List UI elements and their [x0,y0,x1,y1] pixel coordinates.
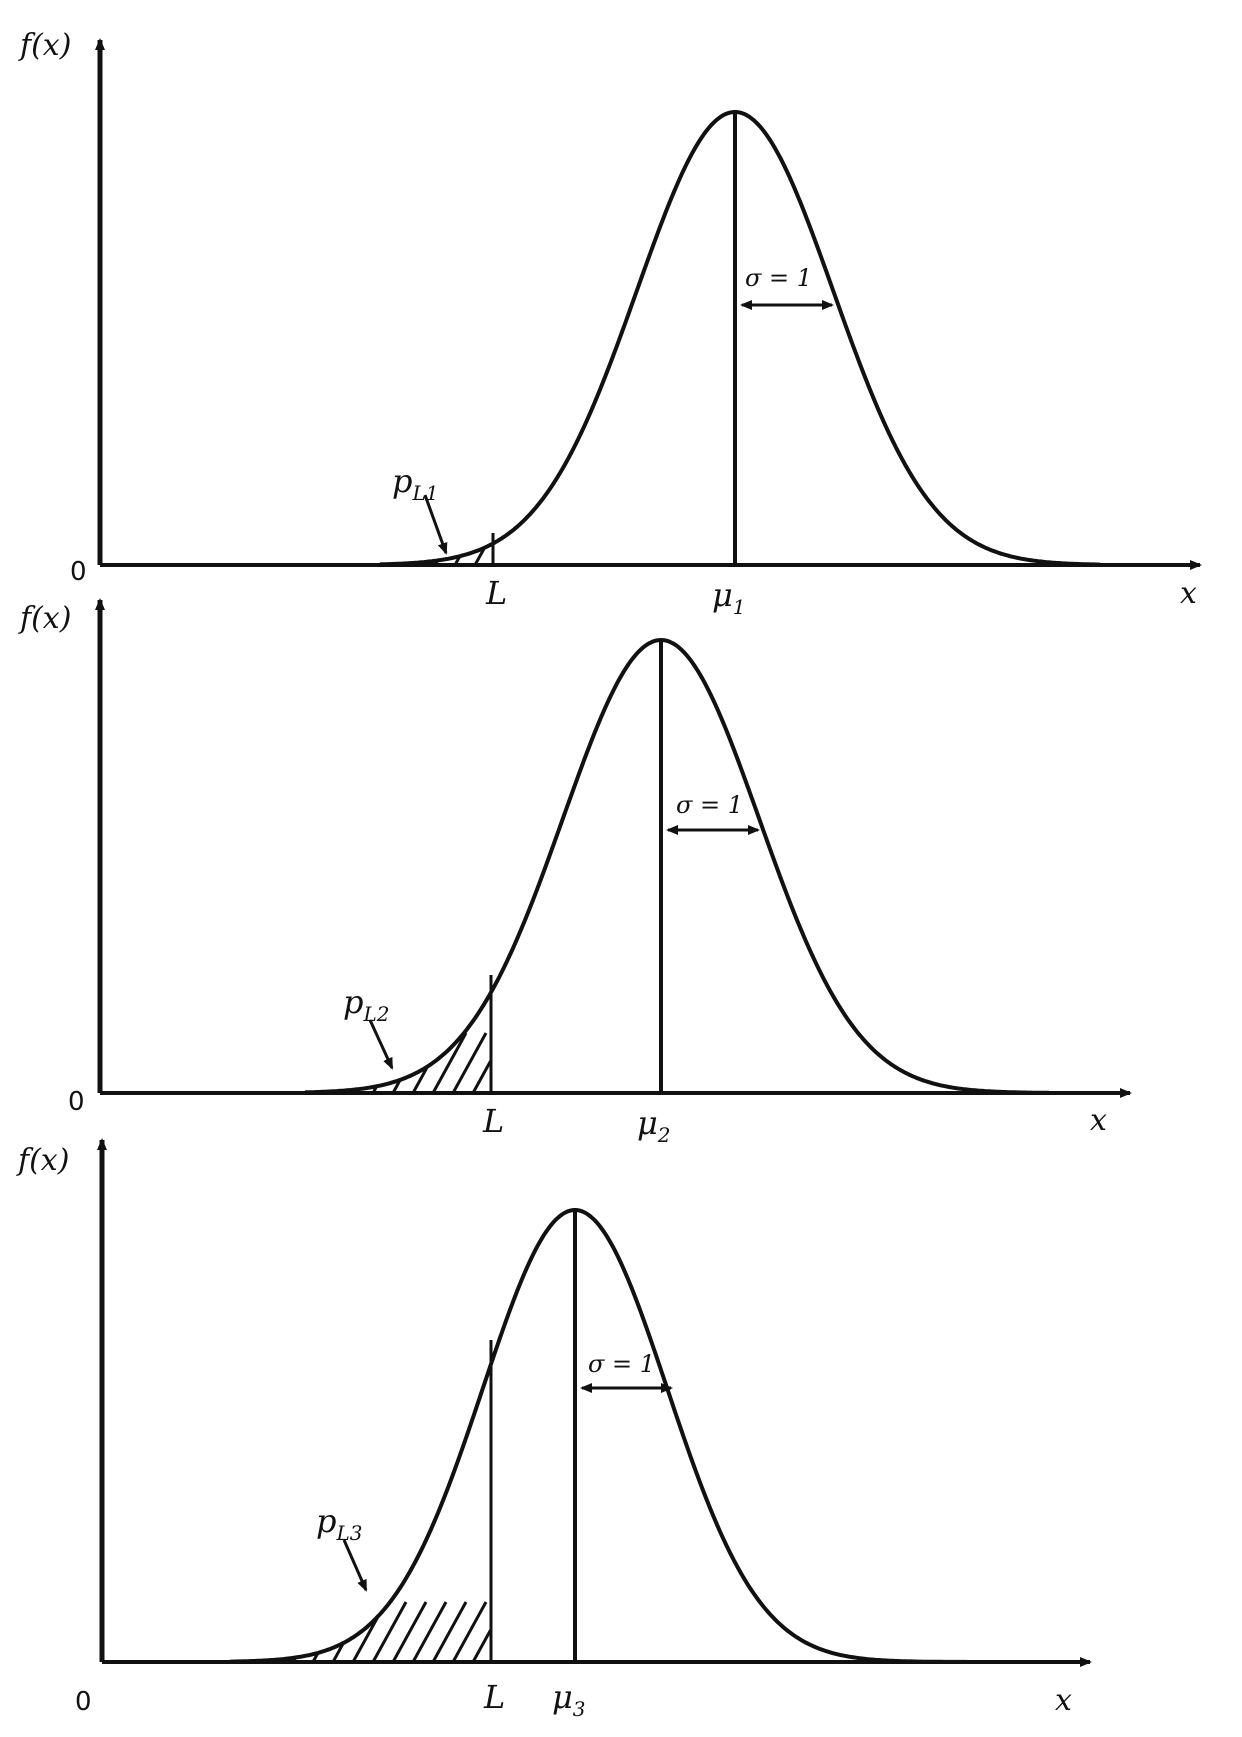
hatch-line [371,1601,408,1663]
tail-pointer-arrow [342,1539,368,1592]
tail-pointer-arrow [368,1019,394,1070]
tail-pointer-arrow [423,494,448,555]
y-axis-label: f(x) [16,1143,69,1178]
density-curve [379,110,1101,567]
limit-label: L [483,1678,505,1716]
hatch-line [391,1601,428,1663]
sigma-label: σ = 1 [745,264,812,292]
panel-3: f(x) 0 x L μ3 σ = 1 pL3 [16,1138,1092,1721]
tail-hatch [291,1601,492,1663]
hatch-line [451,1032,488,1094]
origin-label: 0 [68,1087,85,1117]
hatch-line [411,1066,429,1094]
hatch-line [431,1601,468,1663]
tail-probability-label: pL3 [316,1502,363,1545]
x-axis-label: x [1055,1683,1072,1718]
tail-probability-label: pL1 [392,462,439,505]
panel-1: f(x) 0 x L μ1 σ = 1 pL1 [18,28,1202,619]
origin-label: 0 [75,1687,92,1717]
x-axis-label: x [1090,1103,1107,1138]
mean-label: μ1 [712,576,746,619]
hatch-line [411,1601,448,1663]
hatch-line [351,1616,380,1663]
limit-label: L [482,1102,504,1140]
limit-label: L [485,574,507,612]
sigma-label: σ = 1 [676,791,743,819]
density-curve [304,637,1049,1095]
panel-2: f(x) 0 x L μ2 σ = 1 pL2 [18,598,1132,1147]
hatch-line [331,1642,345,1663]
mean-label: μ2 [637,1104,671,1147]
mean-label: μ3 [552,1678,586,1721]
origin-label: 0 [70,557,87,587]
y-axis-label: f(x) [18,601,71,636]
sigma-label: σ = 1 [588,1350,655,1378]
hatch-line [473,547,486,566]
density-curve [230,1208,990,1664]
y-axis-label: f(x) [18,28,71,63]
hatch-line [451,1601,488,1663]
tail-probability-label: pL2 [343,983,390,1026]
hatch-line [471,1060,492,1094]
hatch-line [471,1629,492,1663]
tail-hatch [371,1032,492,1094]
hatch-line [431,1032,468,1094]
x-axis-label: x [1180,576,1197,611]
